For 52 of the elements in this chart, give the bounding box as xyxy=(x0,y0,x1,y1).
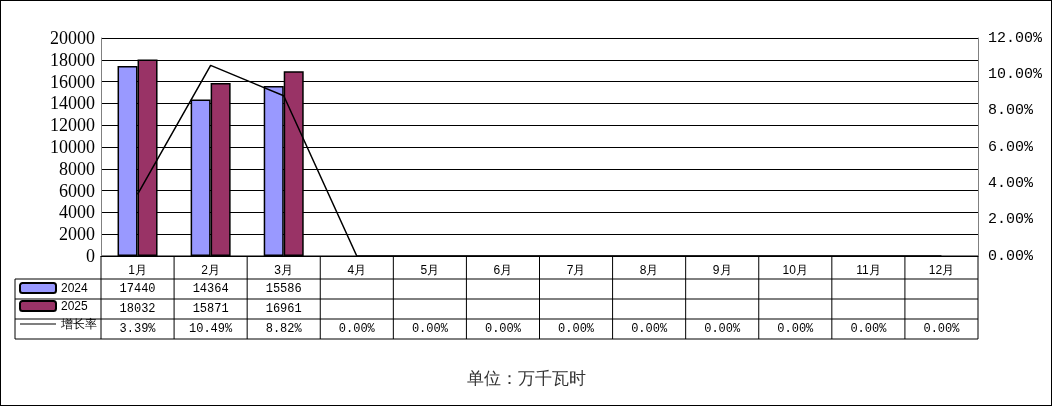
y-tick-label: 16000 xyxy=(50,71,95,92)
y2-tick-label: 6.00% xyxy=(988,138,1035,156)
x-tick-label: 12月 xyxy=(928,263,955,277)
y-tick-label: 6000 xyxy=(59,180,95,201)
x-tick-label: 6月 xyxy=(493,263,513,277)
legend-label: 2024 xyxy=(61,281,89,295)
data-label: 0.00% xyxy=(850,322,888,336)
y-tick-label: 14000 xyxy=(50,93,95,114)
x-tick-label: 1月 xyxy=(128,263,147,277)
data-label: 0.00% xyxy=(411,322,449,336)
data-label: 3.39% xyxy=(119,322,157,336)
data-label: 15871 xyxy=(192,302,229,316)
data-label: 0.00% xyxy=(631,322,668,336)
data-label: 0.00% xyxy=(923,322,961,336)
y-tick-label: 10000 xyxy=(50,137,95,157)
data-label: 0.00% xyxy=(704,322,742,336)
data-label: 8.82% xyxy=(265,322,303,336)
x-tick-label: 11月 xyxy=(856,263,881,277)
y2-tick-label: 8.00% xyxy=(988,102,1035,120)
data-label: 16961 xyxy=(265,302,302,316)
legend-label: 增长率 xyxy=(60,317,97,331)
data-label: 17440 xyxy=(119,282,156,296)
y-tick-label: 18000 xyxy=(50,49,95,70)
x-tick-label: 8月 xyxy=(639,263,659,277)
y-tick-label: 8000 xyxy=(59,158,95,179)
y2-tick-label: 0.00% xyxy=(988,247,1035,265)
data-label: 14364 xyxy=(192,282,229,296)
data-label: 15586 xyxy=(265,282,302,296)
text: 单位：万千瓦时 xyxy=(465,368,587,390)
y-tick-label: 12000 xyxy=(50,115,95,136)
y-tick-label: 4000 xyxy=(59,202,95,223)
data-label: 0.00% xyxy=(777,322,815,336)
y-tick-label: 2000 xyxy=(59,224,95,245)
x-tick-label: 7月 xyxy=(566,263,586,277)
data-label: 18032 xyxy=(119,302,156,316)
data-label: 10.49% xyxy=(189,322,234,336)
x-tick-label: 9月 xyxy=(712,263,732,277)
y2-tick-label: 2.00% xyxy=(988,211,1035,229)
x-tick-label: 5月 xyxy=(420,263,440,277)
x-tick-label: 3月 xyxy=(274,263,294,277)
x-tick-label: 4月 xyxy=(347,263,367,277)
data-label: 0.00% xyxy=(484,322,522,336)
x-tick-label: 10月 xyxy=(782,263,808,277)
x-tick-label: 2月 xyxy=(201,263,220,277)
data-label: 0.00% xyxy=(338,322,376,336)
legend-label: 2025 xyxy=(61,299,89,313)
y2-tick-label: 10.00% xyxy=(988,65,1044,83)
y2-tick-label: 4.00% xyxy=(988,174,1035,192)
data-label: 0.00% xyxy=(558,322,595,336)
y-tick-label: 0 xyxy=(86,246,95,266)
y-tick-label: 20000 xyxy=(50,28,95,48)
y2-tick-label: 12.00% xyxy=(988,29,1044,47)
